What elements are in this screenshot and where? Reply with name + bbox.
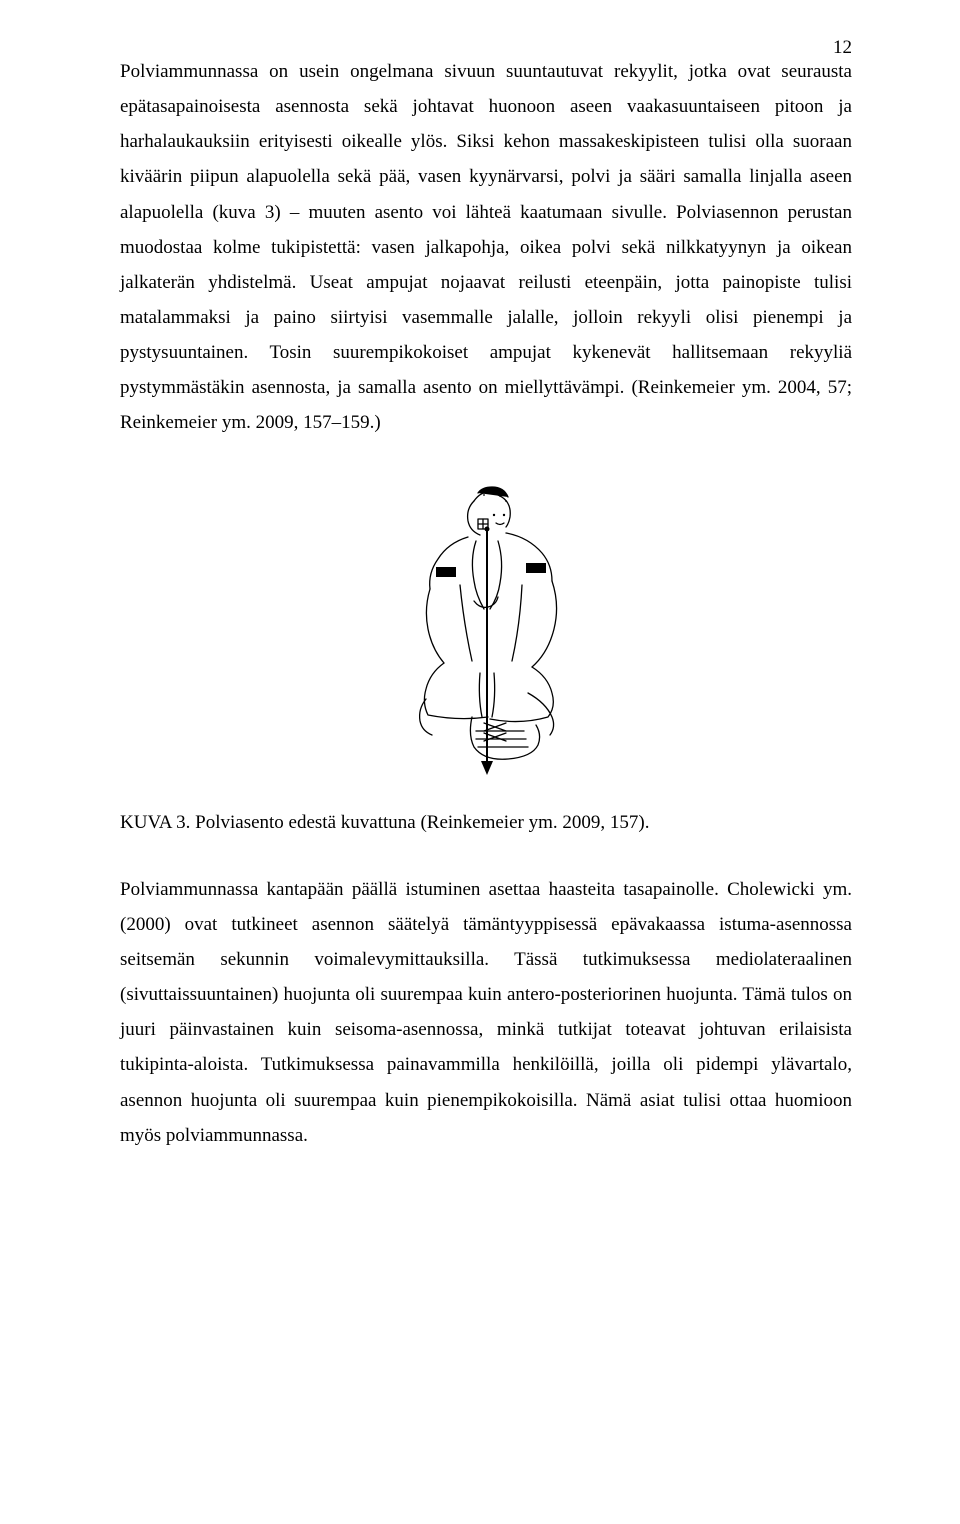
figure-3-caption: KUVA 3. Polviasento edestä kuvattuna (Re… — [120, 805, 852, 840]
paragraph-2: Polviammunnassa kantapään päällä istumin… — [120, 872, 852, 1153]
page: 12 Polviammunnassa on usein ongelmana si… — [0, 0, 960, 1524]
paragraph-1: Polviammunnassa on usein ongelmana sivuu… — [120, 54, 852, 441]
figure-3-illustration — [356, 485, 616, 795]
figure-3: KUVA 3. Polviasento edestä kuvattuna (Re… — [120, 485, 852, 840]
page-number: 12 — [833, 30, 852, 65]
